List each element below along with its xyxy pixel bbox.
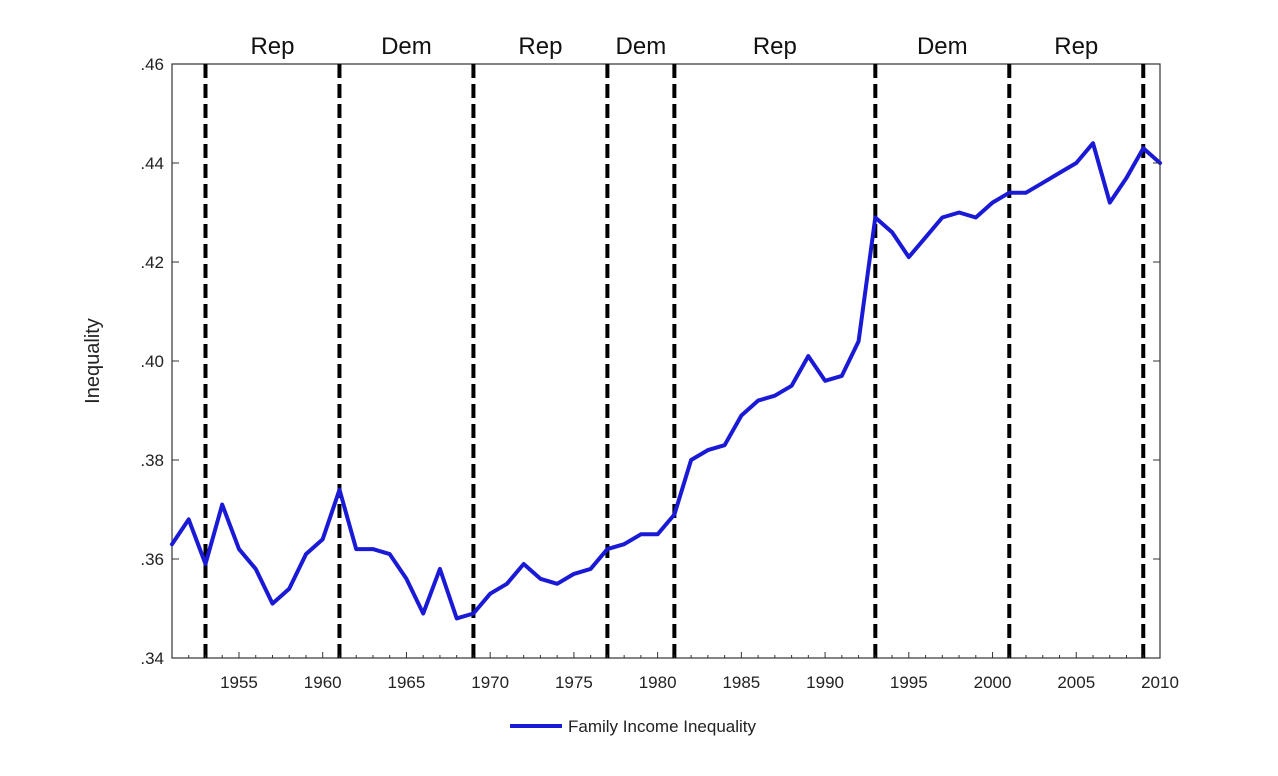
data-point-2001 (1007, 191, 1011, 195)
data-point-1983 (706, 448, 710, 452)
data-point-1955 (237, 547, 241, 551)
x-tick-label-1985: 1985 (722, 673, 760, 692)
data-point-1966 (421, 611, 425, 615)
data-point-1970 (488, 592, 492, 596)
y-axis-title: Inequality (82, 318, 104, 404)
legend: Family Income Inequality (510, 717, 757, 736)
data-point-2007 (1108, 201, 1112, 205)
party-label-rep-0: Rep (250, 33, 294, 60)
x-tick-label-1995: 1995 (890, 673, 928, 692)
data-point-1981 (672, 512, 676, 516)
data-point-1986 (756, 399, 760, 403)
data-point-1976 (589, 567, 593, 571)
x-tick-label-1980: 1980 (639, 673, 677, 692)
data-point-1990 (823, 379, 827, 383)
y-tick-label-.36: .36 (140, 550, 164, 569)
data-point-1954 (220, 503, 224, 507)
data-point-1964 (388, 552, 392, 556)
data-point-1993 (873, 215, 877, 219)
x-tick-label-2000: 2000 (974, 673, 1012, 692)
party-label-rep-2: Rep (518, 33, 562, 60)
legend-label-family-income-inequality: Family Income Inequality (568, 717, 757, 736)
data-point-1953 (203, 562, 207, 566)
data-point-1962 (354, 547, 358, 551)
x-tick-label-1970: 1970 (471, 673, 509, 692)
party-label-rep-6: Rep (1054, 33, 1098, 60)
data-point-1979 (639, 532, 643, 536)
data-point-1996 (924, 235, 928, 239)
data-point-1958 (287, 587, 291, 591)
x-tick-label-1975: 1975 (555, 673, 593, 692)
data-point-1956 (254, 567, 258, 571)
x-tick-label-1990: 1990 (806, 673, 844, 692)
data-point-1991 (840, 374, 844, 378)
series-line-family-income-inequality (170, 141, 1162, 621)
data-point-1974 (555, 582, 559, 586)
y-tick-label-.34: .34 (140, 649, 164, 668)
ticks-layer: 1955 1960 1965 1970 1975 1980 1985 1990 1995 2000… (140, 55, 1179, 692)
data-point-1963 (371, 547, 375, 551)
data-point-1957 (270, 602, 274, 606)
data-point-2006 (1091, 141, 1095, 145)
data-point-1988 (790, 384, 794, 388)
data-point-1968 (455, 616, 459, 620)
series-layer (170, 141, 1162, 621)
data-point-1987 (773, 394, 777, 398)
data-point-1959 (304, 552, 308, 556)
data-point-1961 (337, 488, 341, 492)
data-point-1972 (522, 562, 526, 566)
party-label-rep-4: Rep (753, 33, 797, 60)
data-point-1971 (505, 582, 509, 586)
data-point-1967 (438, 567, 442, 571)
y-tick-label-.40: .40 (140, 352, 164, 371)
data-point-2000 (991, 201, 995, 205)
data-point-1973 (538, 577, 542, 581)
x-tick-label-1960: 1960 (304, 673, 342, 692)
data-point-2003 (1041, 181, 1045, 185)
data-point-1977 (605, 547, 609, 551)
y-tick-label-.44: .44 (140, 154, 164, 173)
party-labels: Rep Dem Rep Dem Rep Dem Rep (250, 33, 1098, 60)
data-point-1969 (471, 611, 475, 615)
data-point-1975 (572, 572, 576, 576)
party-label-dem-1: Dem (381, 33, 432, 60)
data-point-1985 (739, 413, 743, 417)
data-point-1994 (890, 230, 894, 234)
data-point-2004 (1058, 171, 1062, 175)
data-point-1997 (940, 215, 944, 219)
party-label-dem-5: Dem (917, 33, 968, 60)
x-tick-label-1965: 1965 (388, 673, 426, 692)
data-point-1960 (321, 537, 325, 541)
data-point-2005 (1074, 161, 1078, 165)
x-tick-label-2005: 2005 (1057, 673, 1095, 692)
x-tick-label-2010: 2010 (1141, 673, 1179, 692)
data-point-1978 (622, 542, 626, 546)
data-point-1992 (857, 339, 861, 343)
data-point-2008 (1125, 176, 1129, 180)
data-point-1952 (187, 517, 191, 521)
y-tick-label-.46: .46 (140, 55, 164, 74)
data-point-2002 (1024, 191, 1028, 195)
data-point-1995 (907, 255, 911, 259)
party-label-dem-3: Dem (616, 33, 667, 60)
data-point-1965 (404, 577, 408, 581)
data-point-1982 (689, 458, 693, 462)
data-point-1951 (170, 542, 174, 546)
data-point-1980 (656, 532, 660, 536)
data-point-1989 (806, 354, 810, 358)
y-tick-label-.42: .42 (140, 253, 164, 272)
x-tick-label-1955: 1955 (220, 673, 258, 692)
y-tick-label-.38: .38 (140, 451, 164, 470)
data-point-1984 (723, 443, 727, 447)
plot-frame (171, 63, 1161, 659)
data-point-2009 (1141, 146, 1145, 150)
data-point-1998 (957, 211, 961, 214)
data-point-1999 (974, 215, 978, 219)
